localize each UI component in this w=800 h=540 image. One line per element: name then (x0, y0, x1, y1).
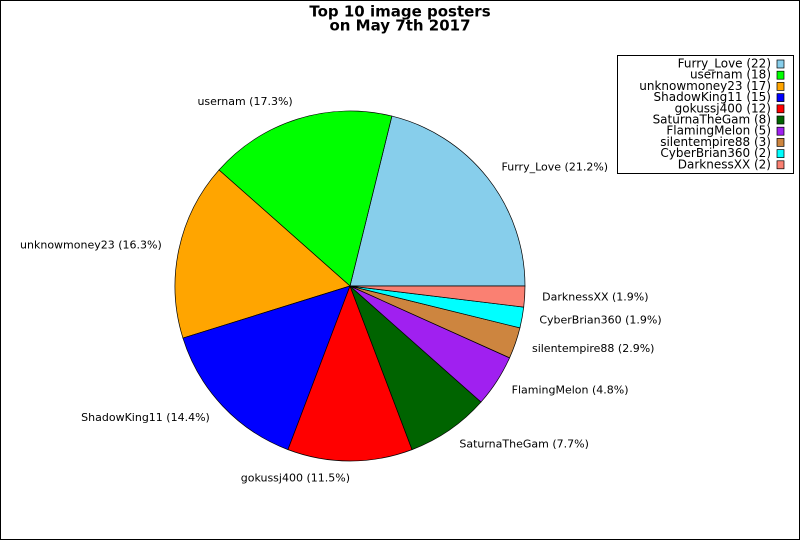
legend-swatch (776, 126, 785, 136)
legend-label: gokussj400 (12) (675, 101, 771, 115)
legend-swatch (776, 160, 785, 170)
legend-label: SaturnaTheGam (8) (653, 113, 771, 127)
pie-slice (218, 110, 393, 287)
slice-label: Furry_Love (21.2%) (502, 160, 609, 173)
legend-swatch (776, 59, 785, 69)
legend-label: Furry_Love (22) (678, 57, 771, 71)
legend-swatch (776, 70, 785, 80)
slice-label: ShadowKing11 (14.4%) (81, 411, 210, 424)
slice-label: CyberBrian360 (1.9%) (539, 314, 661, 327)
legend-label: unknowmoney23 (17) (639, 79, 771, 93)
legend-label: FlamingMelon (5) (666, 124, 771, 138)
slice-label: gokussj400 (11.5%) (241, 472, 350, 485)
legend-label: ShadowKing11 (15) (654, 90, 772, 104)
legend-label: usernam (18) (690, 68, 771, 82)
legend-box (617, 55, 794, 174)
pie-slice (349, 115, 526, 287)
legend-swatch (776, 138, 785, 147)
slice-label: silentempire88 (2.9%) (532, 342, 655, 355)
legend-swatch (776, 93, 785, 102)
legend-label: silentempire88 (3) (660, 135, 771, 149)
legend-swatch (776, 104, 785, 114)
slice-label: DarknessXX (1.9%) (542, 291, 648, 304)
legend-swatch (776, 82, 785, 91)
slice-label: usernam (17.3%) (197, 95, 292, 108)
chart-title: on May 7th 2017 (329, 17, 470, 35)
legend-swatch (776, 149, 785, 158)
legend-swatch (776, 115, 785, 125)
pie-slice (174, 169, 351, 339)
chart-title: Top 10 image posters (309, 3, 490, 21)
slice-label: unknowmoney23 (16.3%) (20, 239, 162, 252)
slice-label: SaturnaTheGam (7.7%) (459, 437, 589, 450)
pie-slice (349, 285, 526, 308)
legend-label: CyberBrian360 (2) (660, 146, 771, 160)
pie-slice (287, 285, 413, 462)
pie-slice (182, 285, 351, 451)
slice-label: FlamingMelon (4.8%) (512, 384, 629, 397)
legend-label: DarknessXX (2) (678, 157, 771, 171)
